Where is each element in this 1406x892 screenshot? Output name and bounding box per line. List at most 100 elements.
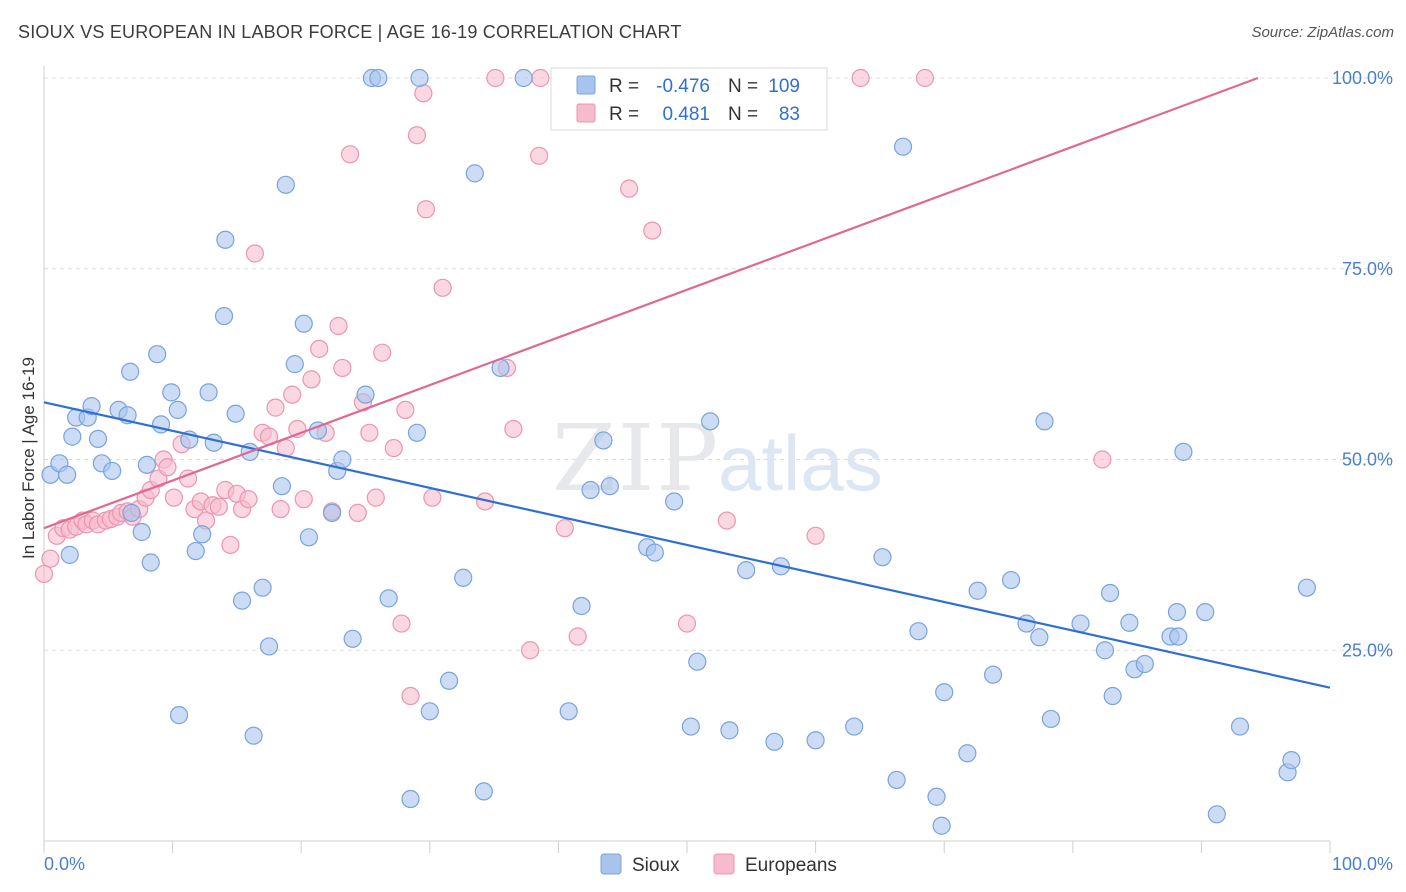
- sioux-point: [232, 591, 252, 610]
- sioux-point: [514, 68, 533, 88]
- sioux-point: [63, 427, 82, 446]
- sioux-point: [1174, 442, 1193, 461]
- sioux-point: [276, 175, 295, 194]
- europeans-point: [41, 549, 60, 568]
- sioux-point: [244, 726, 263, 745]
- sioux-point: [1196, 602, 1215, 622]
- sioux-point: [873, 548, 892, 567]
- europeans-point: [401, 686, 420, 706]
- europeans-point: [283, 385, 302, 404]
- sioux-point: [681, 717, 700, 736]
- y-tick-label: 100.0%: [1332, 68, 1393, 88]
- sioux-point: [88, 429, 108, 448]
- legend-sioux-swatch: [600, 853, 622, 875]
- sioux-point: [474, 782, 493, 801]
- sioux-point: [1001, 570, 1021, 590]
- europeans-point: [851, 68, 870, 88]
- sioux-point: [132, 522, 151, 542]
- stats-legend-sioux-swatch: [576, 75, 596, 95]
- europeans-point: [271, 499, 290, 519]
- watermark-zip: ZIP: [552, 405, 720, 512]
- sioux-point: [1230, 717, 1250, 736]
- y-tick-label: 75.0%: [1342, 259, 1393, 279]
- sioux-point: [909, 622, 928, 641]
- sioux-point: [645, 543, 664, 562]
- europeans-point: [396, 400, 415, 420]
- y-tick-label: 25.0%: [1342, 640, 1393, 660]
- stats-legend: R = -0.476 N = 109 R = 0.481 N = 83: [550, 67, 828, 131]
- europeans-point: [643, 221, 662, 240]
- europeans-point: [266, 398, 285, 417]
- sioux-point: [407, 423, 427, 442]
- europeans-point: [568, 627, 587, 646]
- stats-n-value-sioux: 109: [768, 76, 800, 97]
- sioux-point: [465, 164, 484, 183]
- europeans-point: [158, 458, 177, 477]
- sioux-point: [420, 702, 439, 721]
- x-tick-label-max: 100.0%: [1332, 854, 1393, 874]
- sioux-point: [214, 306, 234, 326]
- europeans-point: [1093, 450, 1112, 469]
- source-credit: Source: ZipAtlas.com: [1251, 24, 1394, 41]
- europeans-point: [360, 423, 379, 442]
- sioux-point: [572, 596, 591, 616]
- sioux-point: [1100, 583, 1120, 603]
- sioux-point: [600, 477, 619, 496]
- sioux-point: [162, 383, 181, 402]
- sioux-point: [1103, 686, 1122, 706]
- europeans-point: [433, 278, 452, 297]
- stats-r-label-sioux: R =: [609, 76, 639, 97]
- y-tick-label: 50.0%: [1342, 450, 1393, 470]
- sioux-point: [343, 629, 362, 648]
- sioux-point: [1135, 654, 1154, 674]
- sioux-point: [1030, 628, 1049, 647]
- europeans-point: [302, 370, 321, 389]
- sioux-point: [168, 400, 187, 420]
- sioux-point: [1207, 805, 1226, 824]
- sioux-point: [887, 770, 906, 790]
- trend-lines: [43, 76, 1331, 689]
- sioux-point: [141, 553, 160, 572]
- sioux-point: [322, 503, 342, 523]
- europeans-points: [34, 68, 1112, 706]
- sioux-point: [927, 787, 946, 806]
- stats-r-value-sioux: -0.476: [656, 76, 710, 97]
- sioux-point: [1035, 412, 1054, 431]
- europeans-point: [373, 343, 392, 362]
- stats-n-value-euro: 83: [779, 104, 800, 125]
- sioux-point: [1169, 627, 1188, 646]
- europeans-point: [620, 179, 639, 198]
- europeans-point: [384, 438, 403, 458]
- sioux-point: [454, 568, 473, 587]
- sioux-point: [401, 789, 420, 809]
- sioux-point: [720, 721, 739, 740]
- europeans-point: [340, 145, 360, 164]
- europeans-point: [416, 200, 436, 219]
- stats-legend-box: [550, 67, 828, 131]
- sioux-point: [369, 68, 388, 88]
- sioux-point: [594, 431, 613, 450]
- sioux-point: [845, 717, 864, 736]
- sioux-point: [665, 492, 684, 511]
- sioux-point: [1282, 751, 1301, 770]
- sioux-points: [41, 68, 1316, 835]
- gridlines: [44, 77, 1393, 651]
- europeans-point: [329, 316, 348, 336]
- sioux-point: [137, 455, 156, 474]
- sioux-point: [1167, 602, 1187, 622]
- sioux-point: [193, 525, 212, 544]
- europeans-point: [366, 488, 385, 507]
- europeans-point: [209, 497, 228, 516]
- stats-n-label-sioux: N =: [728, 76, 758, 97]
- sioux-point: [439, 671, 459, 690]
- sioux-point: [1017, 614, 1036, 633]
- watermark-atlas: atlas: [718, 419, 883, 507]
- sioux-point: [765, 732, 784, 751]
- sioux-point: [285, 355, 304, 374]
- sioux-point: [559, 702, 578, 721]
- sioux-point: [169, 706, 189, 725]
- sioux-point: [82, 396, 101, 416]
- sioux-point: [103, 461, 122, 481]
- sioux-point: [253, 578, 272, 597]
- sioux-point: [581, 480, 600, 500]
